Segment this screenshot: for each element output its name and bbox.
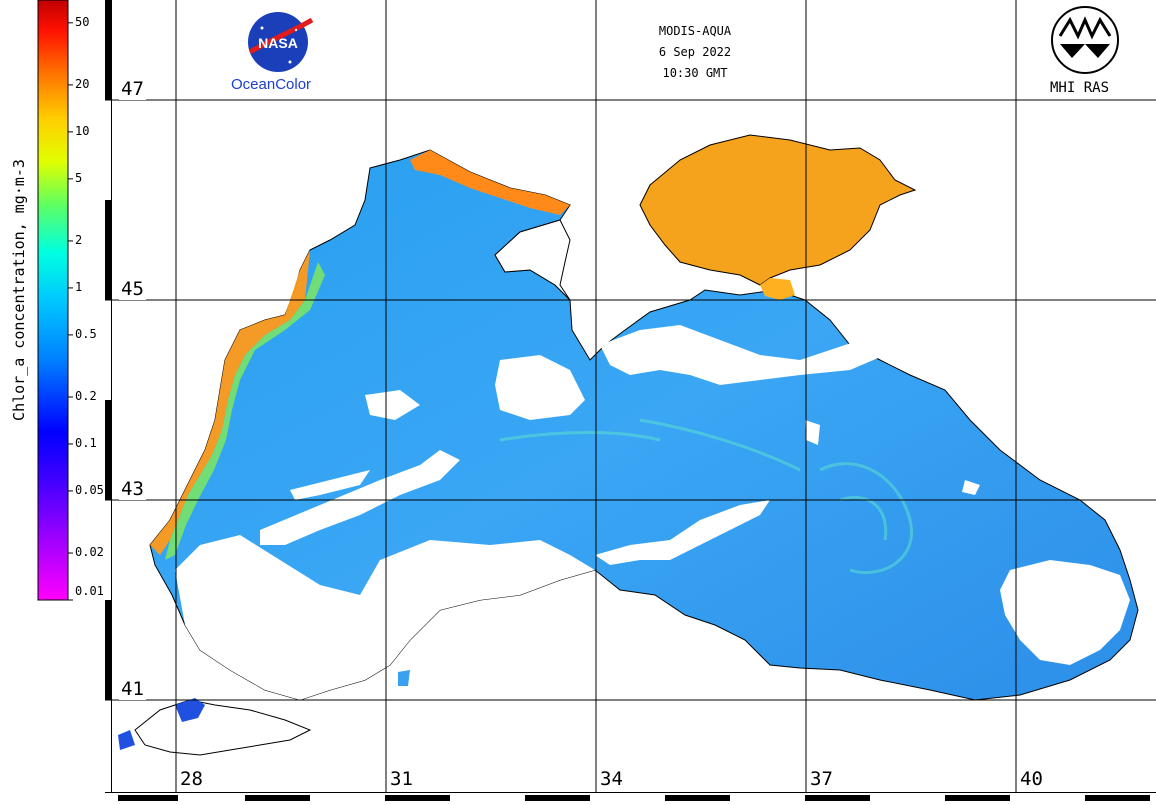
frame-scale-bottom: [665, 795, 730, 801]
dnieper-bloom: [410, 150, 570, 215]
oceancolor-label: OceanColor: [231, 76, 312, 93]
lon-label-28: 28: [180, 768, 203, 790]
mhi-logo: [1051, 6, 1119, 74]
lon-label-40: 40: [1020, 768, 1043, 790]
frame-scale-bottom: [805, 795, 870, 801]
colorbar-gradient: [37, 0, 69, 601]
bosphorus-blob: [398, 670, 410, 686]
frame-line: [111, 0, 112, 792]
colorbar-tick-label: 5: [75, 170, 83, 185]
frame-scale-bottom: [245, 795, 310, 801]
time-label: 10:30 GMT: [662, 66, 728, 80]
crimea-coast: [494, 219, 571, 301]
colorbar-tick-label: 0.01: [75, 584, 104, 598]
azov-sea: [639, 134, 917, 286]
frame-scale-bottom: [525, 795, 590, 801]
frame-scale-bottom: [945, 795, 1010, 801]
colorbar-tick-label: 0.02: [75, 545, 104, 560]
nasa-logo: [248, 12, 314, 72]
colorbar-tick-label: 50: [75, 14, 90, 29]
colorbar-tick-label: 0.1: [75, 435, 97, 450]
lat-label-47: 47: [119, 78, 146, 100]
lon-label-37: 37: [810, 768, 833, 790]
frame-scale-left: [105, 200, 111, 300]
frame-scale-bottom: [1085, 795, 1150, 801]
mhi-label: MHI RAS: [1050, 80, 1110, 96]
lat-label-45: 45: [119, 278, 146, 300]
frame-line: [105, 792, 1156, 793]
colorbar-title: Chlor_a concentration, mg·m-3: [10, 159, 28, 421]
frame-scale-bottom: [118, 795, 178, 801]
frame-scale-left: [105, 0, 111, 100]
lon-label-31: 31: [390, 768, 413, 790]
marmara-bloom: [175, 698, 205, 722]
colorbar-tick-label: 0.5: [75, 326, 97, 341]
lat-label-43: 43: [119, 478, 146, 500]
frame-scale-left: [105, 400, 111, 500]
cloud-mask: [175, 325, 1130, 700]
lon-label-34: 34: [600, 768, 623, 790]
colorbar-tick-label: 20: [75, 76, 90, 91]
lat-label-41: 41: [119, 678, 146, 700]
date-label: 6 Sep 2022: [658, 45, 732, 59]
eddy-streaks: [499, 418, 914, 575]
colorbar-tick-label: 1: [75, 279, 83, 294]
colorbar-tick-label: 10: [75, 123, 90, 138]
frame-scale-left: [105, 600, 111, 700]
marmara-bloom: [118, 730, 135, 750]
kerch-bloom: [760, 278, 795, 300]
colorbar-tick-label: 0.2: [75, 388, 97, 403]
colorbar-tick-label: 0.05: [75, 482, 104, 497]
sensor-label: MODIS-AQUA: [658, 24, 732, 38]
nw-shelf-bloom: [150, 250, 310, 555]
nw-shelf-green: [165, 262, 325, 560]
colorbar-tick-label: 2: [75, 232, 83, 247]
graticule: [105, 0, 1156, 792]
colorbar: [37, 0, 69, 601]
frame-scale-bottom: [385, 795, 450, 801]
nasa-logo-text: NASA: [258, 35, 298, 51]
